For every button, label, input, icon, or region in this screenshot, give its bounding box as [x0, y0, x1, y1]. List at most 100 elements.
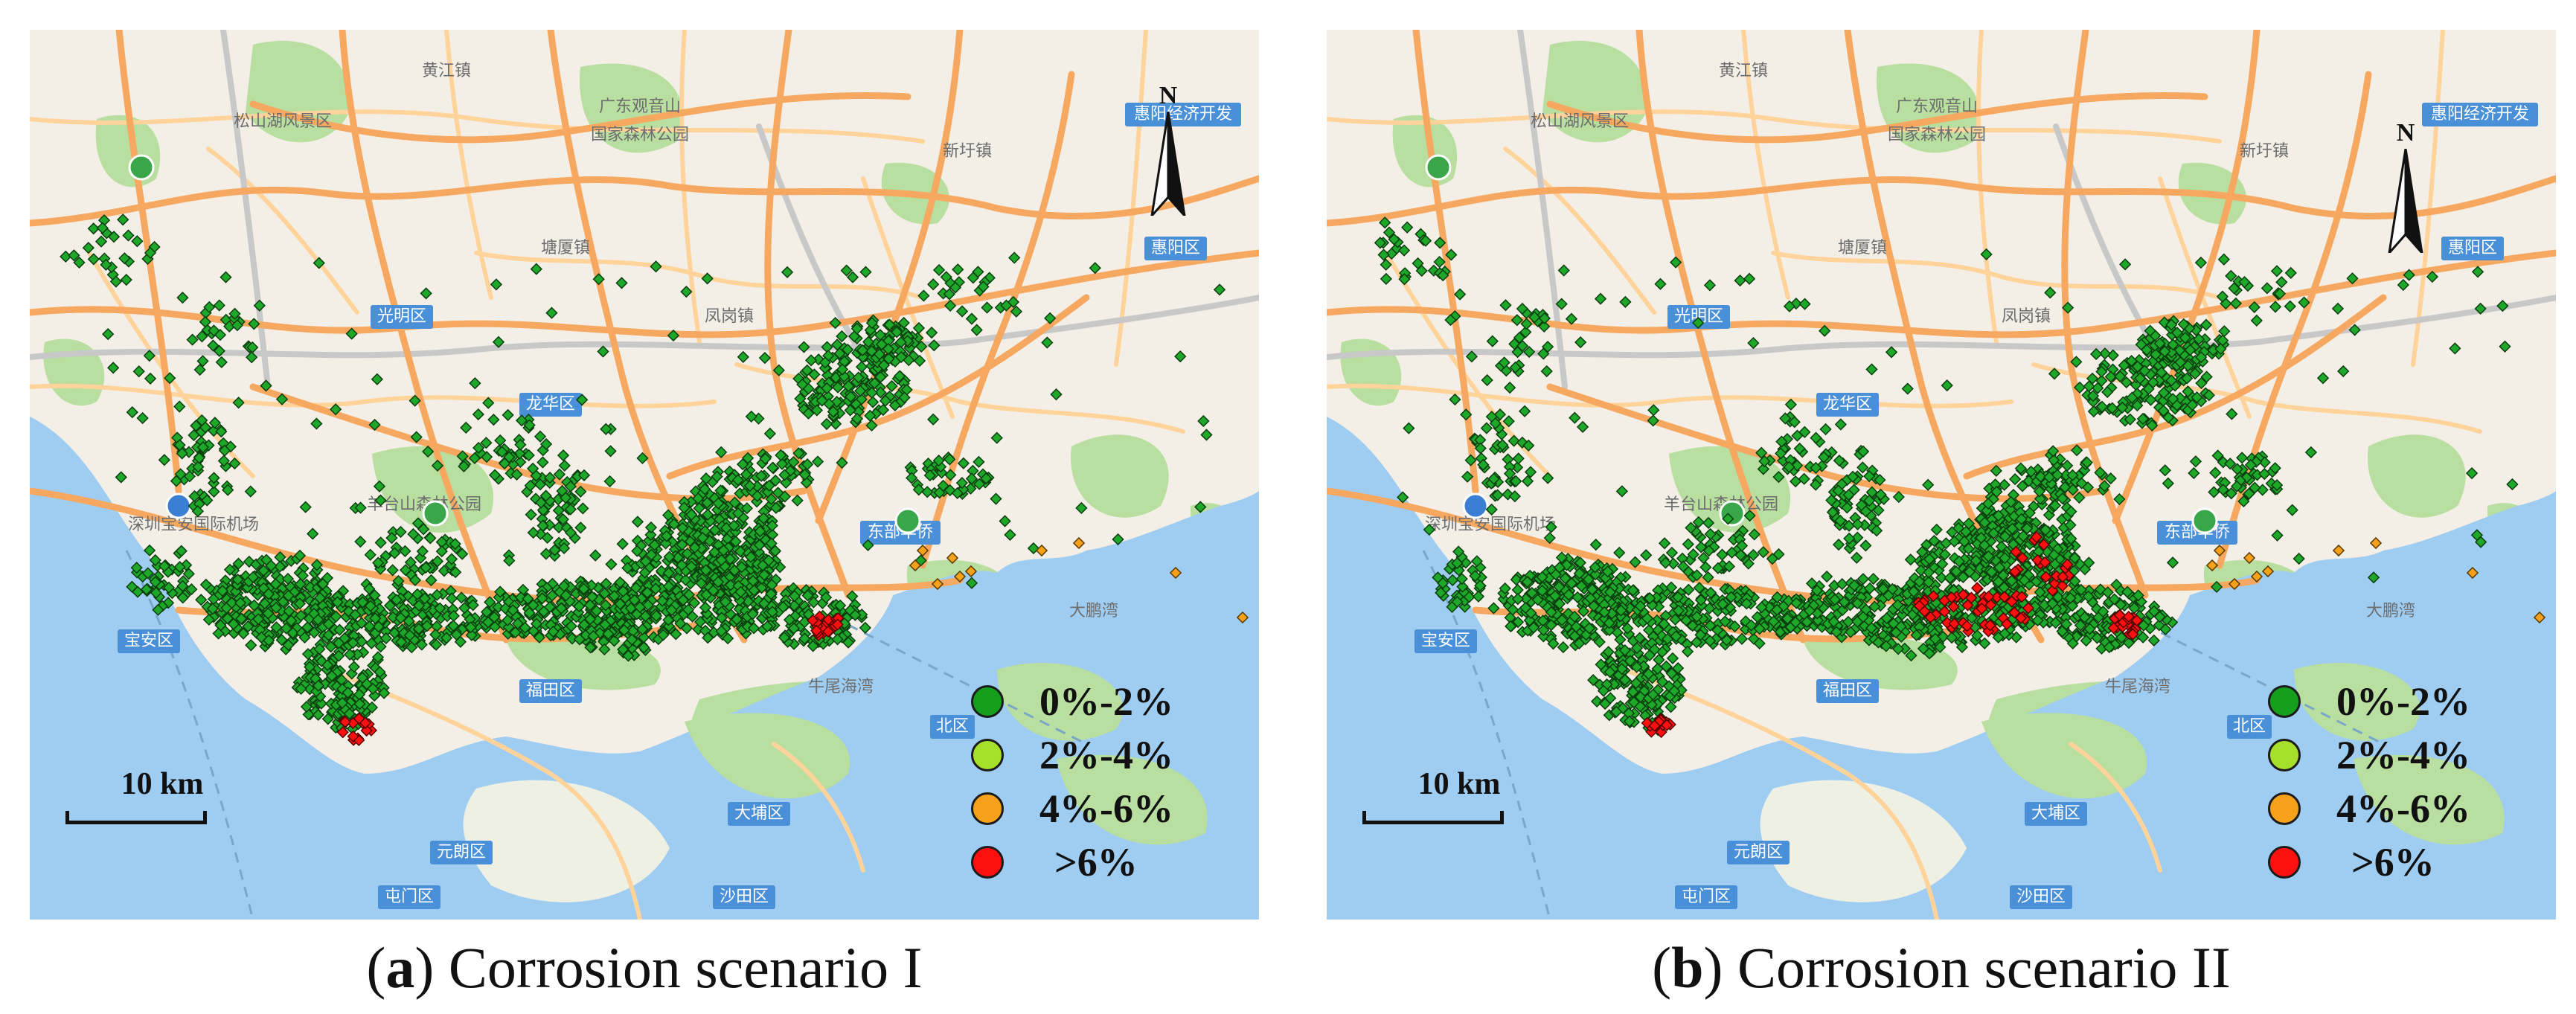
poi-pin-icon: [128, 154, 155, 181]
corrosion-point: [270, 621, 283, 634]
corrosion-point: [285, 615, 298, 627]
corrosion-point: [708, 546, 721, 559]
map-place-label: 惠阳区: [1151, 239, 1200, 257]
map-place-label: 大埔区: [734, 804, 784, 823]
corrosion-point: [656, 594, 669, 607]
corrosion-point: [235, 612, 248, 625]
corrosion-point: [667, 518, 680, 530]
corrosion-point: [758, 568, 771, 581]
corrosion-point: [488, 620, 502, 633]
major-road: [30, 175, 1259, 227]
corrosion-point: [523, 606, 536, 619]
corrosion-point: [356, 596, 369, 609]
corrosion-point: [624, 602, 638, 615]
corrosion-point: [467, 599, 479, 612]
legend-label: 2%-4%: [2336, 733, 2470, 777]
corrosion-point: [707, 584, 720, 597]
corrosion-point: [766, 579, 778, 591]
scale-label: 10 km: [121, 767, 204, 801]
map-place-label: 屯门区: [1682, 888, 1731, 906]
corrosion-point: [621, 562, 634, 574]
corrosion-point: [379, 632, 392, 645]
legend-a: 0%-2% 2%-4% 4%-6% >6%: [971, 677, 1254, 900]
map-place-label: 广东观音山: [599, 97, 681, 116]
green-area: [1057, 754, 1208, 845]
land-area: [463, 780, 670, 902]
corrosion-point: [688, 597, 701, 609]
green-area: [1071, 434, 1169, 518]
map-place-label: 黄江镇: [1719, 62, 1768, 80]
corrosion-point: [681, 548, 693, 560]
corrosion-point: [724, 579, 737, 591]
corrosion-point: [586, 591, 599, 603]
corrosion-point: [560, 589, 572, 602]
corrosion-point: [429, 628, 442, 641]
corrosion-point: [536, 592, 548, 605]
corrosion-point: [394, 612, 407, 624]
corrosion-point: [296, 569, 309, 582]
corrosion-point: [440, 610, 454, 623]
corrosion-point: [379, 625, 392, 638]
corrosion-point: [533, 631, 546, 644]
corrosion-point: [756, 559, 769, 572]
legend-label: 2%-4%: [1039, 733, 1173, 777]
corrosion-point: [662, 580, 675, 593]
corrosion-point: [232, 557, 245, 570]
legend-swatch: [2268, 846, 2301, 879]
corrosion-point: [670, 628, 682, 641]
corrosion-point: [202, 613, 215, 626]
corrosion-point: [688, 541, 701, 554]
corrosion-point: [312, 613, 324, 626]
corrosion-point: [231, 574, 244, 586]
corrosion-point: [701, 496, 714, 509]
map-place-label: 大鹏湾: [2366, 602, 2415, 620]
corrosion-point: [274, 551, 286, 564]
corrosion-point: [480, 606, 493, 618]
corrosion-point: [638, 566, 651, 579]
caption-b: (b) Corrosion scenario II: [1652, 935, 2231, 1000]
corrosion-point: [245, 639, 257, 652]
corrosion-point: [639, 555, 652, 568]
caption-letter: b: [1671, 935, 1704, 1000]
corrosion-point: [355, 617, 368, 629]
map-label-box: [1125, 103, 1241, 126]
corrosion-point: [616, 537, 629, 551]
corrosion-point: [227, 617, 240, 630]
corrosion-point: [206, 603, 219, 615]
legend-label: 4%-6%: [2336, 786, 2470, 831]
corrosion-point: [708, 626, 720, 639]
corrosion-point: [715, 612, 728, 624]
major-road: [815, 30, 964, 524]
corrosion-point: [735, 561, 748, 574]
corrosion-point: [717, 544, 730, 557]
airport-icon: [165, 492, 192, 519]
corrosion-point: [699, 564, 712, 577]
corrosion-point: [665, 604, 678, 617]
corrosion-point: [258, 597, 271, 610]
corrosion-point: [676, 522, 689, 534]
corrosion-point: [415, 638, 428, 651]
corrosion-point: [645, 548, 658, 561]
legend-swatch: [2268, 685, 2301, 718]
corrosion-point: [403, 615, 415, 627]
map-place-label: 塘厦镇: [541, 239, 590, 257]
corrosion-point: [262, 588, 275, 600]
corrosion-point: [543, 600, 557, 614]
legend-swatch: [2268, 792, 2301, 825]
corrosion-point: [573, 600, 586, 613]
map-place-label: 惠阳区: [2448, 239, 2497, 257]
corrosion-point: [679, 574, 692, 586]
map-label-box: [713, 885, 775, 909]
corrosion-point: [702, 632, 714, 644]
caption-text: Corrosion scenario I: [448, 935, 923, 1000]
map-place-label: 牛尾海湾: [2105, 678, 2170, 696]
corrosion-point: [242, 620, 254, 633]
corrosion-point: [464, 613, 476, 626]
legend-label: >6%: [2351, 840, 2435, 885]
corrosion-point: [692, 492, 705, 505]
scale-bar-a: 10 km: [65, 766, 259, 833]
corrosion-point: [282, 638, 295, 652]
corrosion-point: [527, 599, 539, 612]
map-label-box: [519, 679, 582, 703]
scale-bar-line: [1362, 811, 1504, 824]
